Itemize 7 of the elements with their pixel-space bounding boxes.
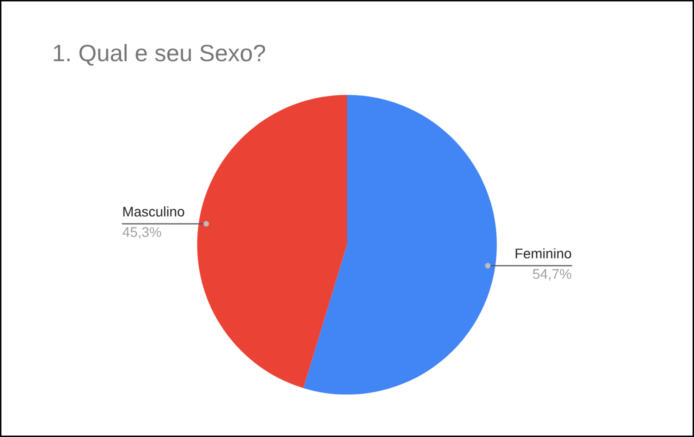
pie-slice — [197, 94, 347, 388]
chart-title: 1. Qual e seu Sexo? — [54, 44, 266, 66]
slice-label: Masculino — [123, 206, 184, 217]
data-label: 45,3% — [122, 227, 162, 239]
pie-slice — [303, 94, 497, 395]
slice-label: Feminino — [516, 248, 572, 258]
data-label: 54,7% — [532, 269, 572, 280]
